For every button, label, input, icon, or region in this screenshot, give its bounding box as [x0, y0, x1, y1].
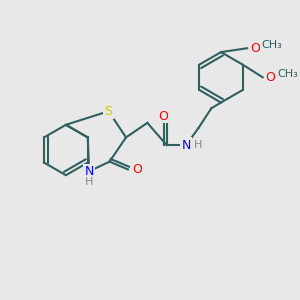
Text: N: N	[182, 139, 191, 152]
Text: CH₃: CH₃	[277, 69, 298, 80]
Text: H: H	[85, 177, 93, 187]
Text: O: O	[250, 42, 260, 55]
Text: S: S	[105, 105, 112, 118]
Text: O: O	[266, 71, 275, 84]
Text: O: O	[132, 163, 142, 176]
Text: H: H	[194, 140, 202, 150]
Text: CH₃: CH₃	[262, 40, 283, 50]
Text: O: O	[158, 110, 168, 123]
Text: N: N	[85, 165, 94, 178]
